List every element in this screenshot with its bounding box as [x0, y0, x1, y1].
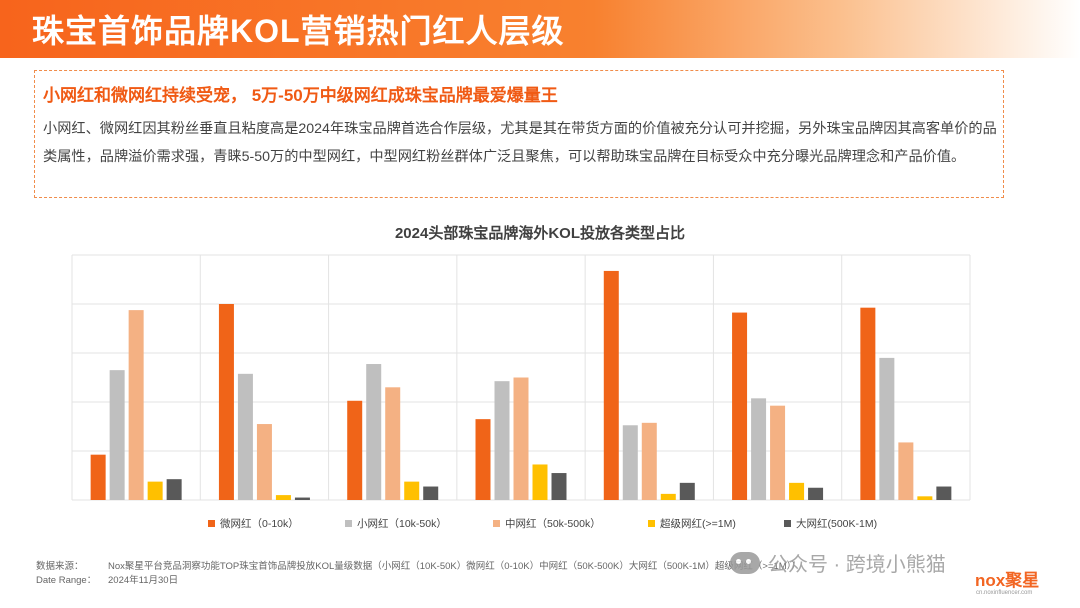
bar — [936, 486, 952, 500]
bar — [898, 442, 914, 500]
bar — [603, 270, 619, 500]
legend-swatch — [345, 520, 352, 527]
source-note: 数据来源： Nox聚星平台竞品洞察功能TOP珠宝首饰品牌投放KOL量级数据（小网红… — [36, 560, 801, 588]
bar — [90, 454, 106, 500]
bar — [789, 482, 805, 500]
bar — [166, 479, 182, 500]
bar — [622, 425, 638, 500]
bar — [275, 495, 291, 500]
legend-swatch — [493, 520, 500, 527]
bar — [808, 487, 824, 500]
legend-swatch — [784, 520, 791, 527]
bar — [385, 387, 401, 500]
summary-text: 小网红、微网红因其粉丝垂直且粘度高是2024年珠宝品牌首选合作层级，尤其是其在带… — [43, 121, 997, 165]
bar — [732, 312, 748, 500]
bar — [917, 496, 933, 500]
date-range-text: 2024年11月30日 — [108, 575, 179, 586]
bar — [366, 364, 382, 500]
source-label: 数据来源： — [36, 561, 84, 572]
bar — [513, 377, 529, 500]
summary-title: 小网红和微网红持续受宠， 5万-50万中级网红成珠宝品牌最爱爆量王 — [43, 86, 558, 105]
legend-label: 微网红（0-10k） — [220, 517, 299, 530]
bar — [147, 481, 163, 500]
bar — [660, 493, 676, 500]
wechat-icon — [730, 551, 760, 574]
bar — [860, 307, 876, 500]
bar — [494, 381, 510, 500]
legend-label: 小网红（10k-50k） — [357, 517, 447, 530]
bar — [423, 486, 439, 500]
brand-logo-url: cn.noxinfluencer.com — [976, 590, 1033, 596]
bar — [128, 310, 144, 500]
bar — [218, 304, 234, 500]
legend-label: 超级网红(>=1M) — [660, 517, 736, 530]
bar — [641, 422, 657, 500]
bar — [532, 464, 548, 500]
page-title: 珠宝首饰品牌KOL营销热门红人层级 — [32, 13, 565, 49]
bar — [237, 373, 253, 500]
bar — [109, 370, 125, 500]
bar — [294, 497, 310, 500]
chart-title: 2024头部珠宝品牌海外KOL投放各类型占比 — [394, 225, 686, 242]
date-range-label: Date Range： — [36, 575, 97, 586]
bar — [475, 419, 491, 500]
brand-logo: nox聚星 — [975, 571, 1040, 590]
legend-label: 中网红（50k-500k） — [505, 517, 601, 530]
bar — [347, 400, 363, 500]
header-banner: 珠宝首饰品牌KOL营销热门红人层级 — [0, 0, 1080, 58]
bar — [879, 357, 895, 500]
bar — [751, 398, 767, 500]
bar — [256, 424, 272, 500]
bar — [404, 481, 420, 500]
bar — [770, 405, 786, 500]
legend-swatch — [648, 520, 655, 527]
bar — [679, 482, 695, 500]
legend-swatch — [208, 520, 215, 527]
source-text: Nox聚星平台竞品洞察功能TOP珠宝首饰品牌投放KOL量级数据（小网红（10K-… — [108, 561, 801, 572]
legend-label: 大网红(500K-1M) — [796, 517, 877, 530]
bar — [551, 473, 567, 500]
watermark-text: 公众号 · 跨境小熊猫 — [768, 554, 946, 576]
summary-box: 小网红和微网红持续受宠， 5万-50万中级网红成珠宝品牌最爱爆量王 小网红、微网… — [34, 70, 1004, 198]
watermark: 公众号 · 跨境小熊猫 — [730, 548, 946, 577]
